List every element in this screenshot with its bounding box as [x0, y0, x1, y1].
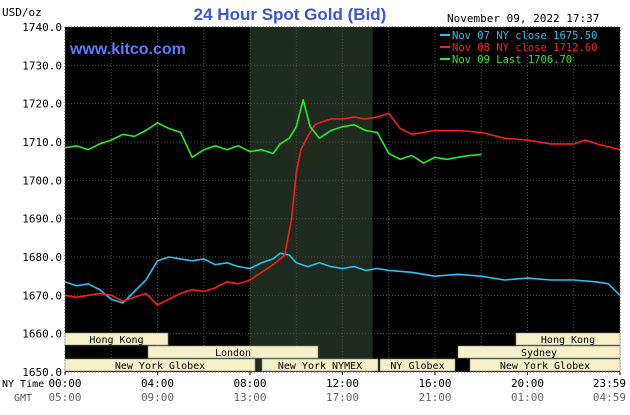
y-tick-label: 1740.0: [22, 21, 62, 34]
y-axis-ticks: 1650.0 1660.0 1670.0 1680.0 1690.0 1700.0 1710…: [22, 21, 62, 379]
svg-text:Hong Kong: Hong Kong: [541, 335, 595, 346]
legend-item-nov08: Nov 08 NY close 1712.60: [452, 42, 597, 54]
svg-text:Hong Kong: Hong Kong: [89, 335, 143, 346]
market-session-ny-globex: NY Globex: [379, 358, 456, 372]
market-session-hong-kong: Hong Kong: [64, 332, 169, 346]
svg-text:Sydney: Sydney: [521, 348, 557, 359]
legend: Nov 07 NY close 1675.50 Nov 08 NY close …: [440, 30, 597, 66]
watermark: www.kitco.com: [69, 41, 186, 58]
series-layer: [64, 99, 621, 306]
y-tick-label: 1720.0: [22, 98, 62, 111]
series-line-1: [64, 112, 621, 306]
svg-text:New York Globex: New York Globex: [115, 361, 205, 372]
unit-label: USD/oz: [2, 6, 42, 19]
legend-item-nov09: Nov 09 Last 1706.70: [452, 54, 572, 66]
market-session-new-york-globex: New York Globex: [469, 358, 621, 372]
x-tick-ny: 04:00: [141, 377, 174, 390]
gmt-label: GMT: [14, 393, 32, 404]
market-session-london: London: [147, 345, 319, 359]
market-session-new-york-globex: New York Globex: [64, 358, 256, 372]
y-tick-label: 1690.0: [22, 213, 62, 226]
x-tick-gmt: 17:00: [326, 391, 359, 404]
x-tick-ny: 12:00: [326, 377, 359, 390]
market-session-sydney: Sydney: [457, 345, 621, 359]
x-tick-gmt: 13:00: [233, 391, 266, 404]
session-highlight-band: [250, 27, 373, 372]
series-line-2: [64, 99, 482, 164]
x-tick-gmt: 04:59: [593, 391, 626, 404]
svg-text:London: London: [215, 348, 251, 359]
timestamp: November 09, 2022 17:37: [447, 12, 599, 25]
svg-text:New York NYMEX: New York NYMEX: [278, 361, 362, 372]
ny-time-label: NY Time: [2, 379, 44, 390]
market-session-new-york-nymex: New York NYMEX: [261, 358, 379, 372]
x-tick-ny: 23:59: [593, 377, 626, 390]
x-axis-ticks: 00:00 04:00 08:00 12:00 16:00 20:00 23:59 05:00…: [48, 372, 626, 404]
y-tick-label: 1670.0: [22, 289, 62, 302]
x-tick-ny: 20:00: [511, 377, 544, 390]
market-sessions: Hong Kong Hong Kong London Sydney New York G…: [64, 332, 621, 372]
y-tick-label: 1680.0: [22, 251, 62, 264]
series-line-0: [64, 252, 621, 304]
y-tick-label: 1650.0: [22, 366, 62, 379]
svg-text:NY Globex: NY Globex: [390, 361, 444, 372]
chart-title: 24 Hour Spot Gold (Bid): [194, 5, 387, 24]
market-session-hong-kong: Hong Kong: [515, 332, 621, 346]
x-tick-ny: 16:00: [418, 377, 451, 390]
x-tick-gmt: 05:00: [48, 391, 81, 404]
x-tick-ny: 00:00: [48, 377, 81, 390]
y-tick-label: 1660.0: [22, 328, 62, 341]
y-tick-label: 1700.0: [22, 174, 62, 187]
svg-text:New York Globex: New York Globex: [500, 361, 590, 372]
y-tick-label: 1730.0: [22, 59, 62, 72]
x-tick-gmt: 21:00: [418, 391, 451, 404]
x-tick-ny: 08:00: [233, 377, 266, 390]
y-tick-label: 1710.0: [22, 136, 62, 149]
x-tick-gmt: 09:00: [141, 391, 174, 404]
legend-item-nov07: Nov 07 NY close 1675.50: [452, 30, 597, 42]
x-tick-gmt: 01:00: [511, 391, 544, 404]
